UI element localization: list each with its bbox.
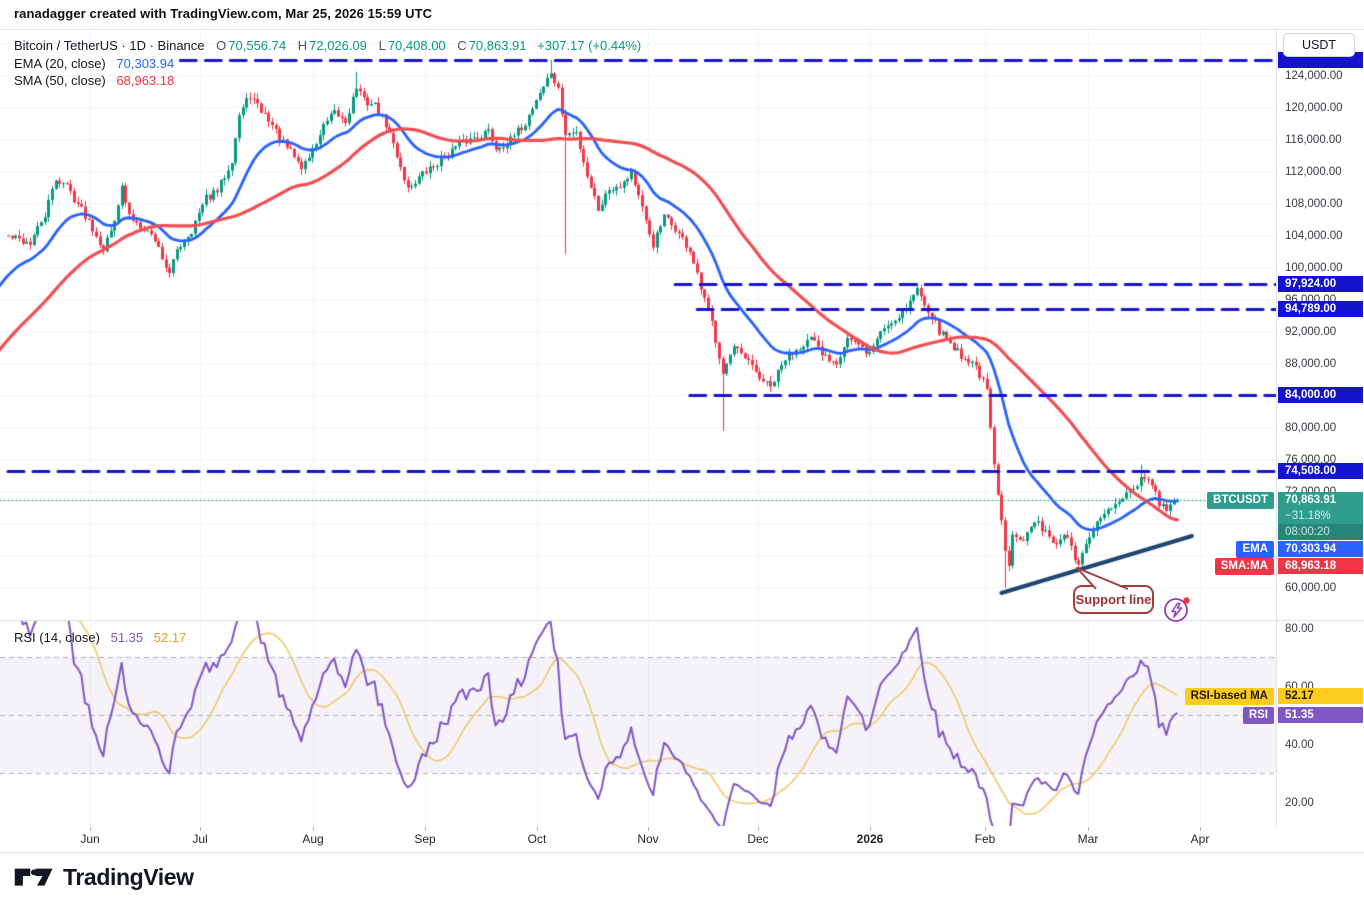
price-axis-border (1276, 29, 1277, 852)
ema-value-label: 70,303.94 (1278, 541, 1363, 557)
price-axis-tick: 112,000.00 (1285, 166, 1342, 178)
price-axis-tick: 100,000.00 (1285, 262, 1343, 274)
time-axis-label: Jul (192, 832, 208, 846)
change-value: +307.17 (+0.44%) (537, 38, 642, 53)
last-price-label: 70,863.91 −31.18% 08:00:20 (1278, 492, 1363, 541)
last-price-symbol-badge: BTCUSDT (1207, 492, 1274, 510)
time-axis[interactable]: Jun Jul Aug Sep Oct Nov Dec 2026 Feb Mar Apr (0, 827, 1364, 852)
open-value: 70,556.74 (228, 38, 287, 53)
currency-toggle-button[interactable]: USDT (1283, 33, 1355, 57)
time-axis-tick (1200, 827, 1201, 831)
price-level-label: 74,508.00 (1278, 462, 1363, 479)
rsi-ma-legend-value: 52.17 (153, 630, 187, 645)
rsi-ma-value-label: 52.17 (1278, 687, 1363, 704)
ema-legend-value: 70,303.94 (116, 56, 175, 71)
open-label: O (216, 38, 227, 53)
sma-value-label: 68,963.18 (1278, 558, 1363, 574)
time-axis-tick (1088, 827, 1089, 831)
rsi-badge: RSI (1242, 707, 1274, 725)
price-axis-tick: 124,000.00 (1285, 70, 1343, 82)
price-axis-tick: 60,000.00 (1285, 582, 1337, 594)
price-axis-tick: 120,000.00 (1285, 102, 1343, 114)
time-axis-tick (90, 827, 91, 831)
sma-badge: SMA:MA (1214, 558, 1274, 575)
rsi-axis-tick: 80.00 (1285, 623, 1314, 635)
time-axis-tick (648, 827, 649, 831)
rsi-legend[interactable]: RSI (14, close) 51.35 52.17 (14, 629, 186, 646)
sma-legend[interactable]: SMA (50, close) 68,963.18 (14, 72, 174, 89)
rsi-axis-tick: 40.00 (1285, 739, 1314, 751)
price-level-label: 97,924.00 (1278, 275, 1363, 292)
price-axis-tick: 108,000.00 (1285, 198, 1343, 210)
time-axis-label: Apr (1190, 832, 1210, 846)
price-axis-tick: 88,000.00 (1285, 358, 1337, 370)
time-axis-tick (870, 827, 871, 831)
rsi-legend-label[interactable]: RSI (14, close) (14, 630, 100, 645)
time-axis-tick (313, 827, 314, 831)
time-axis-tick (537, 827, 538, 831)
time-axis-label: Aug (302, 832, 324, 846)
time-axis-label: 2026 (856, 832, 884, 846)
price-axis-tick: 104,000.00 (1285, 230, 1343, 242)
time-axis-tick (758, 827, 759, 831)
price-axis-tick: 92,000.00 (1285, 326, 1337, 338)
low-label: L (378, 38, 386, 53)
time-axis-label: Dec (747, 832, 769, 846)
low-value: 70,408.00 (387, 38, 446, 53)
rsi-legend-value: 51.35 (110, 630, 144, 645)
ema-legend[interactable]: EMA (20, close) 70,303.94 (14, 55, 174, 72)
price-axis-tick: 80,000.00 (1285, 422, 1337, 434)
time-axis-label: Feb (974, 832, 996, 846)
last-price-change: −31.18% (1285, 510, 1331, 523)
tradingview-logo-text: TradingView (63, 864, 194, 890)
rsi-axis-tick: 20.00 (1285, 797, 1314, 809)
time-axis-tick (985, 827, 986, 831)
chart-top-border (0, 29, 1364, 30)
chart-bottom-border (0, 852, 1364, 853)
symbol-title[interactable]: Bitcoin / TetherUS · 1D · Binance (14, 38, 205, 53)
high-value: 72,026.09 (309, 38, 367, 53)
time-axis-tick (425, 827, 426, 831)
time-axis-label: Jun (80, 832, 100, 846)
price-level-label: 94,789.00 (1278, 300, 1363, 317)
rsi-value-label: 51.35 (1278, 707, 1363, 724)
price-chart-canvas[interactable] (0, 30, 1276, 826)
time-axis-label: Sep (414, 832, 436, 846)
ema-badge: EMA (1236, 541, 1274, 558)
attribution-text: ranadagger created with TradingView.com,… (14, 6, 433, 21)
price-level-label: 84,000.00 (1278, 387, 1363, 403)
ema-legend-label[interactable]: EMA (20, close) (14, 56, 106, 71)
sma-legend-value: 68,963.18 (116, 73, 175, 88)
lightning-icon[interactable] (1162, 594, 1192, 624)
last-price-value: 70,863.91 (1285, 494, 1337, 507)
high-label: H (297, 38, 308, 53)
close-label: C (457, 38, 467, 53)
symbol-legend[interactable]: Bitcoin / TetherUS · 1D · Binance O 70,55… (14, 37, 641, 54)
time-axis-tick (200, 827, 201, 831)
close-value: 70,863.91 (468, 38, 527, 53)
tradingview-logo-icon (14, 868, 53, 886)
time-axis-label: Nov (637, 832, 659, 846)
price-axis-tick: 116,000.00 (1285, 134, 1342, 146)
rsi-ma-badge: RSI-based MA (1184, 687, 1274, 705)
bar-countdown: 08:00:20 (1278, 524, 1363, 541)
time-axis-label: Oct (527, 832, 547, 846)
callout-pointer (1076, 567, 1129, 590)
tradingview-logo[interactable]: TradingView (14, 864, 194, 891)
price-axis[interactable]: USDT 124,000.00 120,000.00 116,000.00 112,0… (1277, 30, 1364, 827)
time-axis-label: Mar (1077, 832, 1099, 846)
sma-legend-label[interactable]: SMA (50, close) (14, 73, 106, 88)
